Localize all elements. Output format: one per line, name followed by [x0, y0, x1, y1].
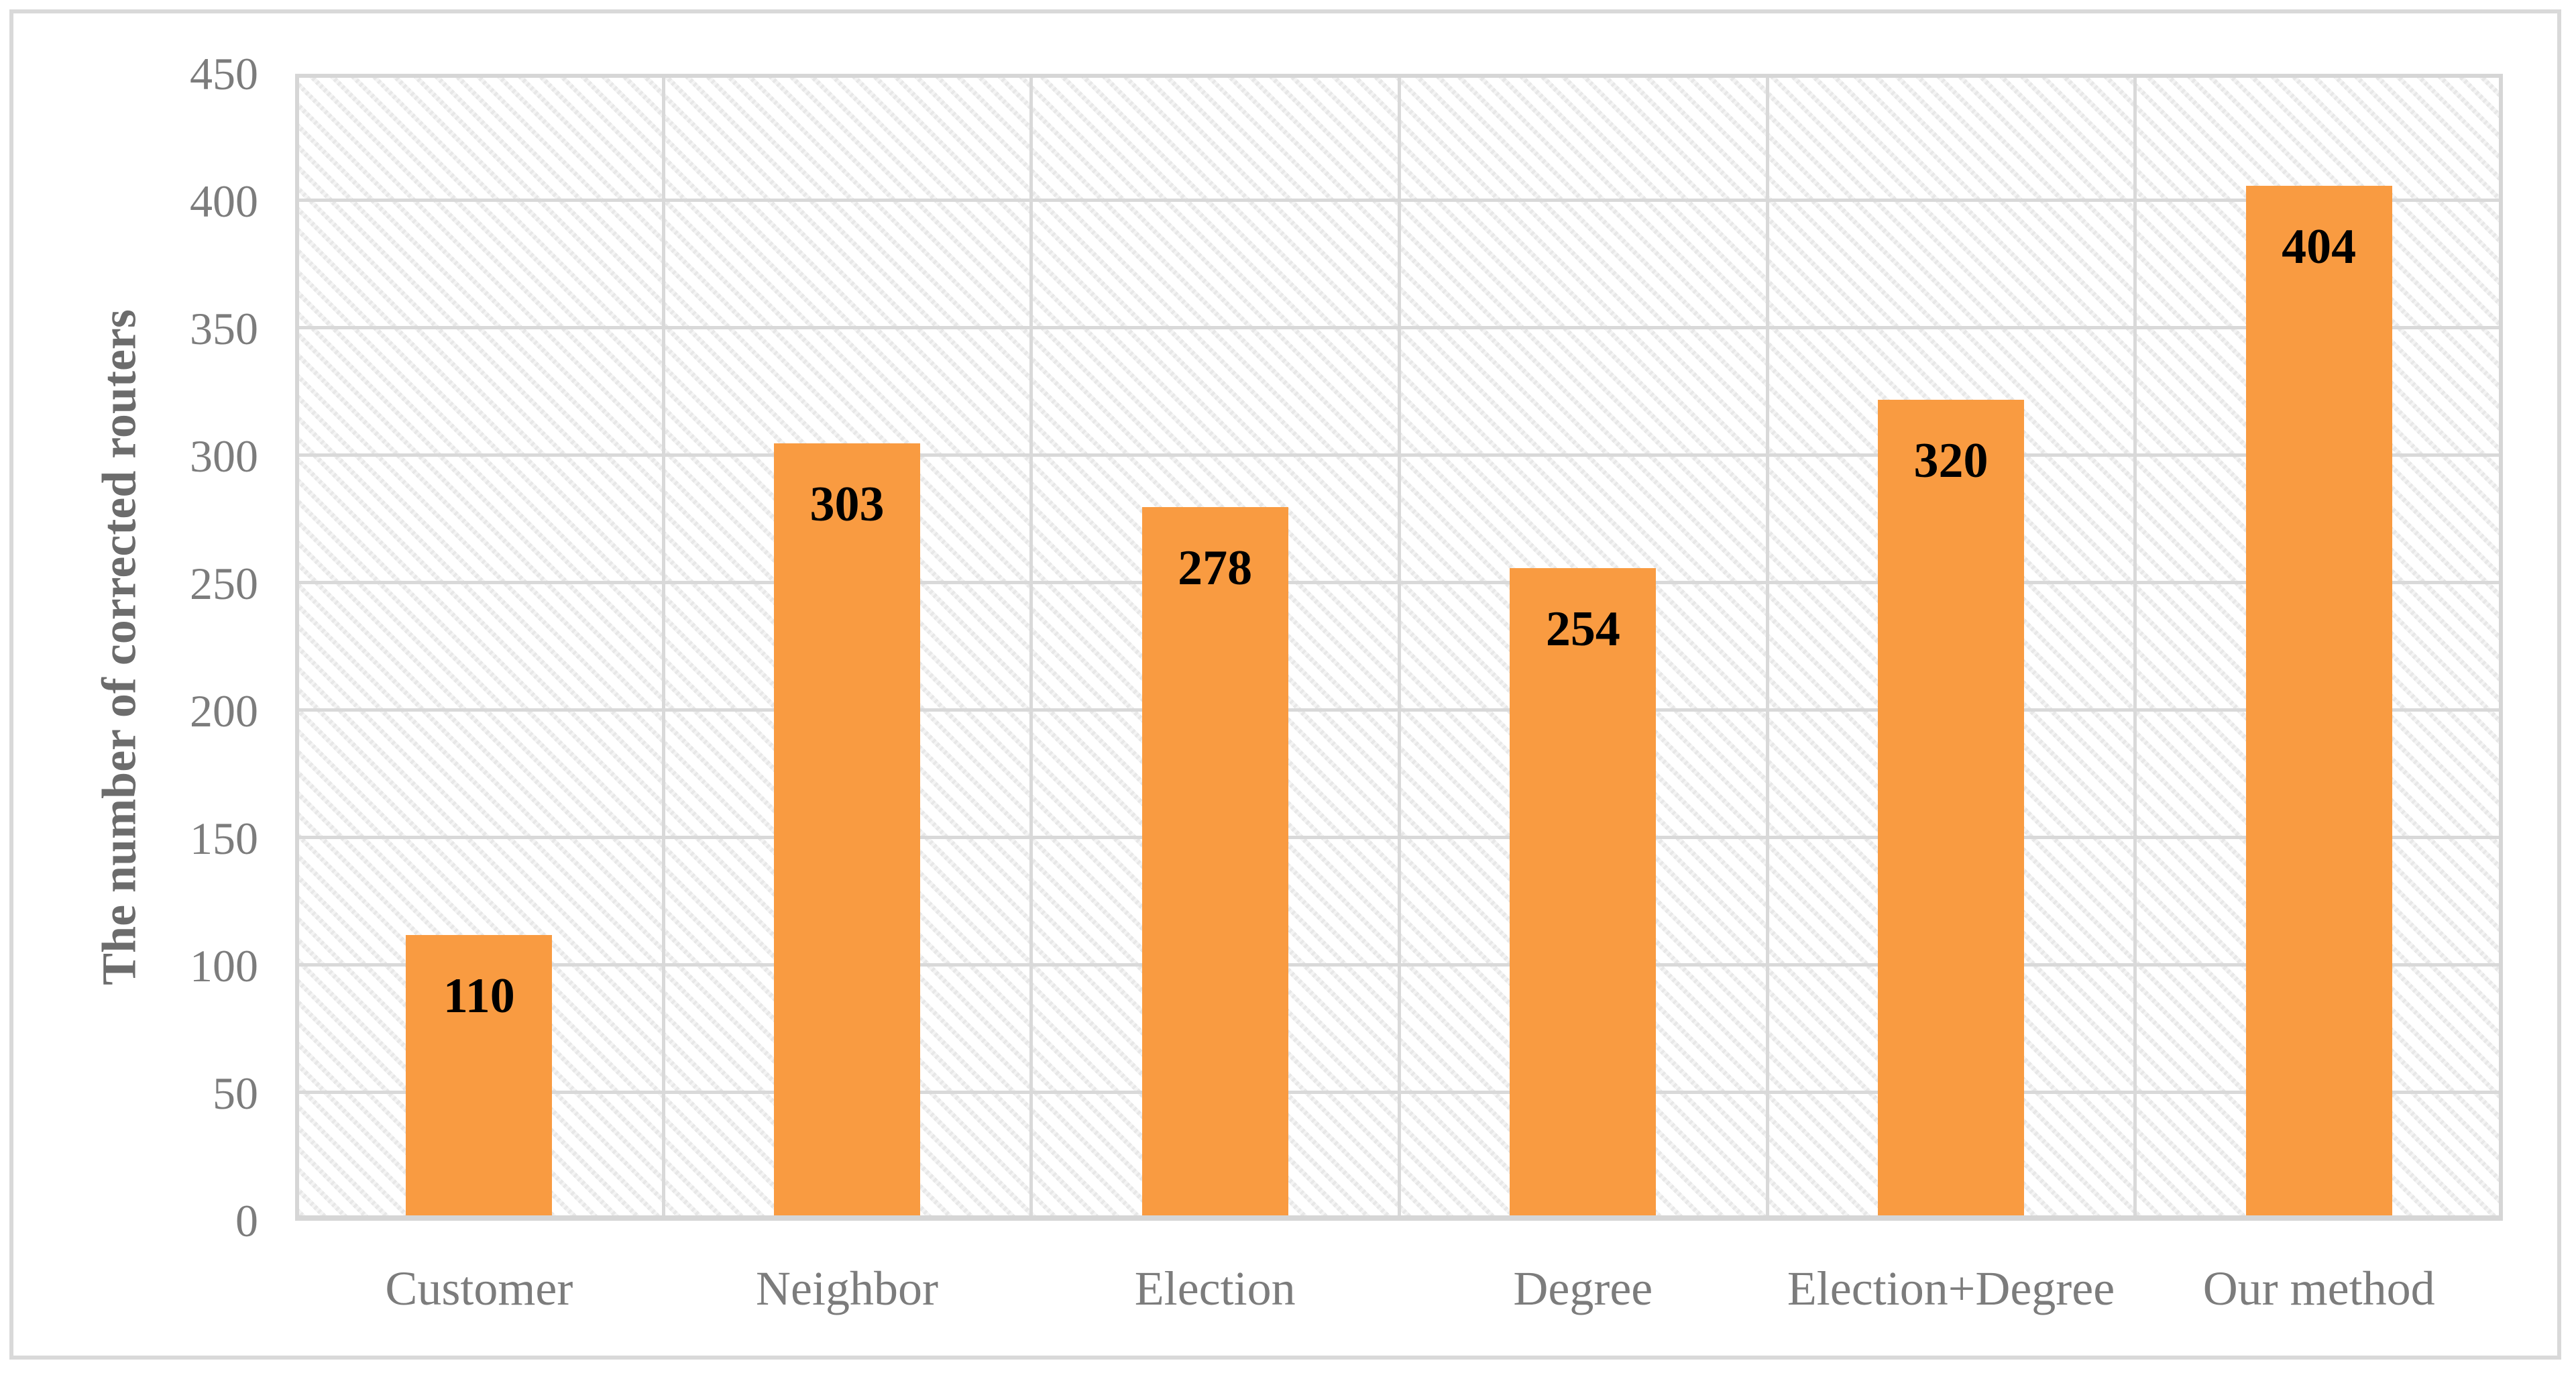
- bar: 110: [406, 935, 553, 1215]
- y-axis-tick-label: 50: [213, 1068, 258, 1119]
- bar-value-label: 110: [443, 969, 515, 1024]
- plot-area: 110 303 278 254 320 404: [295, 74, 2503, 1221]
- x-axis-label: Election+Degree: [1787, 1262, 2115, 1315]
- y-axis-tick-label: 200: [190, 685, 258, 736]
- y-axis-tick-label: 300: [190, 431, 258, 482]
- x-axis-label: Our method: [2202, 1262, 2435, 1315]
- vertical-gridline: [1029, 78, 1033, 1215]
- bar-value-label: 303: [809, 476, 885, 532]
- y-axis-tick-label: 400: [190, 176, 258, 227]
- y-axis-tick-label: 100: [190, 940, 258, 991]
- vertical-gridline: [1765, 78, 1769, 1215]
- bar: 404: [2245, 185, 2392, 1215]
- bar: 278: [1141, 506, 1288, 1215]
- y-axis-tick-label: 150: [190, 813, 258, 864]
- y-axis-tick-label: 250: [190, 558, 258, 609]
- y-axis-title: The number of corrected routers: [92, 309, 146, 985]
- bar: 254: [1510, 567, 1657, 1215]
- bar-value-label: 320: [1913, 433, 1989, 488]
- vertical-gridline: [661, 78, 665, 1215]
- y-axis-tick-label: 0: [235, 1195, 258, 1246]
- bar-value-label: 254: [1545, 601, 1620, 657]
- vertical-gridline: [2133, 78, 2137, 1215]
- y-axis-tick-label: 450: [190, 48, 258, 99]
- vertical-gridline: [1398, 78, 1401, 1215]
- bar: 320: [1878, 400, 2024, 1215]
- x-axis-label: Degree: [1513, 1262, 1653, 1315]
- x-axis-label: Customer: [385, 1262, 573, 1315]
- bar-value-label: 278: [1178, 540, 1253, 596]
- bar: 303: [774, 443, 920, 1215]
- x-axis-label: Election: [1134, 1262, 1296, 1315]
- bar-value-label: 404: [2282, 219, 2357, 274]
- x-axis-label: Neighbor: [756, 1262, 938, 1315]
- y-axis-tick-label: 350: [190, 303, 258, 354]
